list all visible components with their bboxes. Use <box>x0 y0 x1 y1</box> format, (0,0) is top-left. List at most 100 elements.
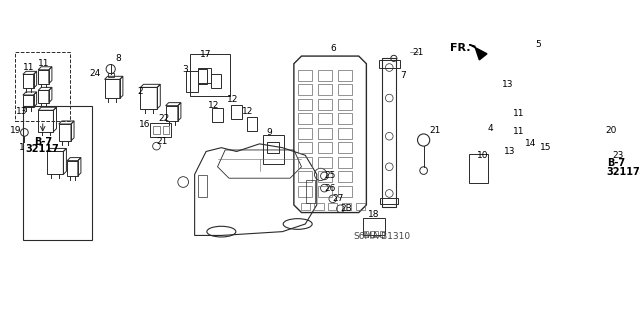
Text: 21: 21 <box>429 126 441 135</box>
Text: 11: 11 <box>22 63 34 72</box>
Bar <box>514 185 526 191</box>
Bar <box>15 52 70 121</box>
Bar <box>383 58 396 207</box>
Bar <box>370 231 374 237</box>
Text: 4: 4 <box>488 124 493 133</box>
Text: FR.: FR. <box>451 43 471 54</box>
Bar <box>104 79 120 99</box>
Bar <box>314 203 324 210</box>
Bar <box>338 113 352 124</box>
Bar <box>211 74 221 88</box>
Bar <box>306 180 316 203</box>
Bar <box>267 142 280 153</box>
Bar <box>531 185 543 191</box>
Bar <box>38 70 49 84</box>
Text: 11: 11 <box>513 109 525 118</box>
Text: 1: 1 <box>19 143 24 152</box>
Bar <box>23 74 33 88</box>
Bar <box>342 203 351 210</box>
Bar <box>298 142 312 153</box>
Bar <box>519 186 528 193</box>
Text: 13: 13 <box>17 107 28 116</box>
Bar <box>38 110 53 132</box>
Text: 11: 11 <box>38 59 49 68</box>
Bar <box>338 157 352 167</box>
Text: 18: 18 <box>368 210 380 219</box>
Text: 7: 7 <box>400 70 406 80</box>
Bar <box>374 231 378 237</box>
Bar <box>547 185 559 191</box>
Bar <box>338 128 352 138</box>
Text: B-7: B-7 <box>34 137 52 146</box>
Text: 13: 13 <box>504 147 516 156</box>
Bar <box>154 126 159 134</box>
Text: 32117: 32117 <box>607 167 640 177</box>
Bar <box>108 73 114 78</box>
Bar <box>338 70 352 80</box>
Bar <box>298 128 312 138</box>
Text: S6MA-B1310: S6MA-B1310 <box>353 233 410 241</box>
Bar <box>500 113 580 201</box>
Text: 21: 21 <box>156 137 168 146</box>
Bar <box>338 142 352 153</box>
Bar <box>338 99 352 109</box>
Bar <box>328 203 337 210</box>
Text: 22: 22 <box>159 114 170 123</box>
Text: 14: 14 <box>525 139 536 148</box>
Bar <box>506 87 516 101</box>
Bar <box>508 68 514 82</box>
Bar <box>298 157 312 167</box>
Bar <box>318 142 332 153</box>
Bar <box>318 171 332 182</box>
Text: 6: 6 <box>331 44 337 53</box>
Bar <box>545 151 554 163</box>
Bar <box>506 197 515 205</box>
Polygon shape <box>580 157 595 168</box>
Bar <box>231 105 242 119</box>
Bar <box>511 107 596 183</box>
Text: 5: 5 <box>535 40 541 49</box>
Bar <box>529 147 540 159</box>
Bar <box>380 231 383 237</box>
Text: 26: 26 <box>324 184 335 193</box>
Text: 11: 11 <box>513 127 525 136</box>
Text: 23: 23 <box>612 151 624 160</box>
Text: 27: 27 <box>332 194 344 203</box>
Bar <box>262 136 284 165</box>
Bar <box>600 68 607 82</box>
Bar <box>198 175 207 197</box>
Bar <box>509 154 520 167</box>
Text: 19: 19 <box>10 126 21 135</box>
Text: 9: 9 <box>267 128 272 137</box>
Bar <box>338 171 352 182</box>
Text: 10: 10 <box>477 151 488 160</box>
Text: 3: 3 <box>182 64 188 74</box>
Polygon shape <box>469 45 487 60</box>
Bar <box>517 43 597 108</box>
Bar <box>338 186 352 197</box>
Text: 17: 17 <box>200 50 212 59</box>
Bar <box>140 87 157 109</box>
Bar <box>318 157 332 167</box>
Bar <box>301 203 310 210</box>
Bar <box>518 135 528 147</box>
Bar <box>298 113 312 124</box>
Bar <box>506 186 515 193</box>
Bar <box>186 70 198 92</box>
Bar <box>362 218 385 235</box>
Bar <box>318 113 332 124</box>
Bar <box>318 128 332 138</box>
Text: 15: 15 <box>540 143 552 152</box>
Text: 2B: 2B <box>340 204 351 213</box>
Bar <box>246 117 257 131</box>
Bar <box>190 54 230 96</box>
Bar <box>298 70 312 80</box>
Bar <box>298 99 312 109</box>
Text: 2: 2 <box>137 87 143 96</box>
Bar <box>581 185 593 191</box>
Text: 32117: 32117 <box>26 144 60 154</box>
Bar <box>298 186 312 197</box>
Bar <box>198 68 211 83</box>
Bar <box>364 231 368 237</box>
Bar <box>469 154 488 183</box>
